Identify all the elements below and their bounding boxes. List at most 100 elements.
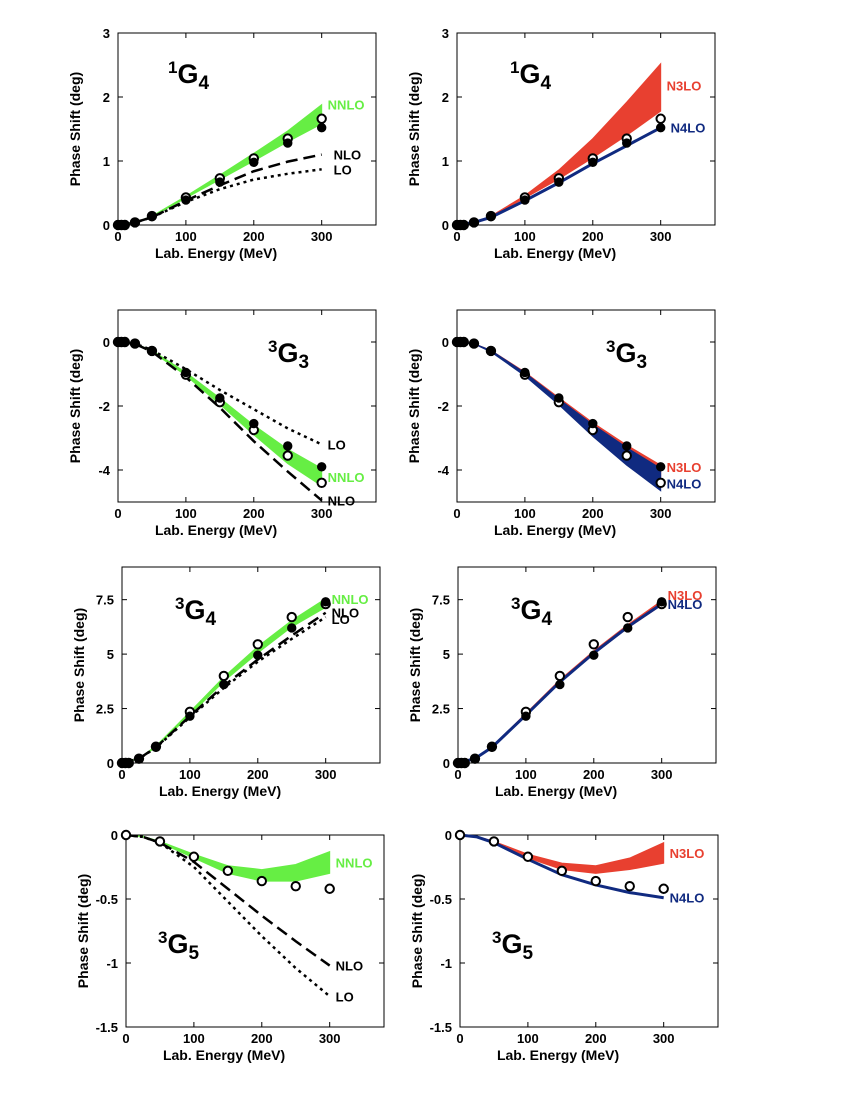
y-tick-label: 0 bbox=[103, 218, 110, 233]
y-axis-label: Phase Shift (deg) bbox=[67, 72, 83, 186]
plot-frame bbox=[121, 566, 381, 764]
y-axis-label: Phase Shift (deg) bbox=[406, 72, 422, 186]
plot-frame bbox=[456, 32, 716, 226]
data-point-open bbox=[590, 875, 601, 887]
series-label-n4lo: N4LO bbox=[668, 597, 703, 612]
series-label-n4lo: N4LO bbox=[670, 891, 705, 906]
data-point-filled bbox=[147, 345, 157, 356]
x-axis-label: Lab. Energy (MeV) bbox=[495, 783, 617, 799]
data-point-filled bbox=[320, 597, 331, 607]
y-tick-label: -1.5 bbox=[96, 1020, 118, 1035]
y-axis-label: Phase Shift (deg) bbox=[75, 874, 91, 988]
data-point-filled bbox=[470, 753, 480, 764]
series-n4lo-line bbox=[459, 833, 664, 900]
data-point-open bbox=[256, 875, 267, 887]
series-label-nlo: NLO bbox=[332, 606, 359, 621]
y-tick-label: 0 bbox=[442, 218, 449, 233]
y-tick-label: 0 bbox=[442, 335, 449, 350]
series-nnlo-band bbox=[125, 834, 331, 882]
x-tick-label: 100 bbox=[183, 1031, 205, 1046]
data-point-filled bbox=[486, 345, 496, 356]
data-point-open bbox=[218, 670, 230, 682]
x-axis-label: Lab. Energy (MeV) bbox=[155, 522, 277, 538]
data-point-filled bbox=[185, 711, 195, 721]
x-axis-label: Lab. Energy (MeV) bbox=[159, 783, 281, 799]
chart-panel-3: 0 100 200 300 0 -2 -4 Lab. Energy (MeV) Phase Sh… bbox=[67, 309, 377, 538]
data-point-filled bbox=[459, 337, 469, 347]
data-point-open bbox=[316, 477, 327, 488]
y-tick-label: -1 bbox=[440, 956, 452, 971]
series-label-n3lo: N3LO bbox=[667, 460, 702, 475]
data-point-filled bbox=[316, 462, 327, 472]
data-point-filled bbox=[520, 195, 530, 205]
y-tick-label: 3 bbox=[442, 26, 449, 41]
chart-panel-1: 0 100 200 300 0 1 2 3 Lab. Energy (MeV) Phase Shi… bbox=[67, 26, 377, 261]
y-tick-label: -2 bbox=[98, 399, 110, 414]
series-label-nlo: NLO bbox=[336, 959, 363, 974]
plot-frame bbox=[117, 32, 377, 226]
series-label-nnlo: NNLO bbox=[328, 97, 365, 112]
chart-panel-5: 0 100 200 300 0 2.5 5 7.5 Lab. Energy (MeV) Phase… bbox=[71, 566, 381, 799]
chart-panel-8: 0 100 200 300 0 -0.5 -1 -1.5 Lab. Energy (MeV) Ph… bbox=[409, 828, 719, 1063]
x-tick-label: 200 bbox=[251, 1031, 273, 1046]
x-tick-label: 0 bbox=[118, 767, 125, 782]
y-tick-label: 0 bbox=[445, 828, 452, 843]
data-point-filled bbox=[287, 623, 297, 633]
x-tick-label: 200 bbox=[243, 229, 265, 244]
x-axis-label: Lab. Energy (MeV) bbox=[155, 245, 277, 261]
y-axis-label: Phase Shift (deg) bbox=[67, 349, 83, 463]
plot-frame bbox=[125, 834, 385, 1028]
data-point-open bbox=[316, 113, 327, 124]
y-tick-label: 1 bbox=[442, 154, 449, 169]
x-tick-label: 0 bbox=[454, 767, 461, 782]
y-tick-label: -2 bbox=[437, 399, 449, 414]
panel-title: 3G5 bbox=[492, 928, 533, 964]
data-point-open bbox=[522, 851, 534, 862]
plot-frame bbox=[457, 566, 717, 764]
series-label-nlo: NLO bbox=[334, 148, 361, 163]
data-point-filled bbox=[521, 711, 531, 721]
data-point-filled bbox=[459, 220, 469, 230]
x-tick-label: 100 bbox=[175, 506, 197, 521]
data-point-open bbox=[554, 670, 566, 682]
data-point-open bbox=[454, 829, 466, 841]
x-tick-label: 0 bbox=[456, 1031, 463, 1046]
y-tick-label: 2 bbox=[103, 90, 110, 105]
data-point-filled bbox=[656, 597, 667, 607]
series-label-nnlo: NNLO bbox=[336, 856, 373, 871]
series-label-n3lo: N3LO bbox=[668, 588, 703, 603]
x-tick-label: 0 bbox=[122, 1031, 129, 1046]
x-axis-label: Lab. Energy (MeV) bbox=[163, 1047, 285, 1063]
series-label-nnlo: NNLO bbox=[328, 470, 365, 485]
plot-frame bbox=[459, 834, 719, 1028]
data-point-filled bbox=[215, 177, 225, 187]
series-label-lo: LO bbox=[328, 437, 346, 452]
x-tick-label: 100 bbox=[175, 229, 197, 244]
y-axis-label: Phase Shift (deg) bbox=[406, 349, 422, 463]
x-axis-label: Lab. Energy (MeV) bbox=[497, 1047, 619, 1063]
x-tick-label: 0 bbox=[453, 229, 460, 244]
data-point-open bbox=[588, 639, 599, 650]
y-tick-label: -1.5 bbox=[430, 1020, 452, 1035]
data-point-filled bbox=[120, 337, 130, 347]
x-tick-label: 100 bbox=[517, 1031, 539, 1046]
y-tick-label: 2.5 bbox=[432, 702, 450, 717]
panel-title: 3G3 bbox=[606, 337, 647, 373]
series-nnlo-band bbox=[117, 103, 323, 226]
data-point-open bbox=[324, 883, 335, 894]
data-point-filled bbox=[655, 462, 666, 472]
y-tick-label: -1 bbox=[106, 956, 118, 971]
y-tick-label: 0 bbox=[103, 335, 110, 350]
y-tick-label: 5 bbox=[443, 647, 450, 662]
y-tick-label: 0 bbox=[107, 756, 114, 771]
panel-title: 1G4 bbox=[510, 58, 551, 94]
x-tick-label: 0 bbox=[453, 506, 460, 521]
data-point-open bbox=[556, 865, 568, 877]
x-tick-label: 200 bbox=[247, 767, 269, 782]
data-point-filled bbox=[249, 418, 259, 429]
data-point-filled bbox=[316, 123, 327, 133]
data-point-filled bbox=[147, 211, 157, 222]
series-label-nlo: NLO bbox=[328, 493, 355, 508]
data-point-filled bbox=[134, 753, 144, 764]
data-point-filled bbox=[120, 220, 130, 230]
